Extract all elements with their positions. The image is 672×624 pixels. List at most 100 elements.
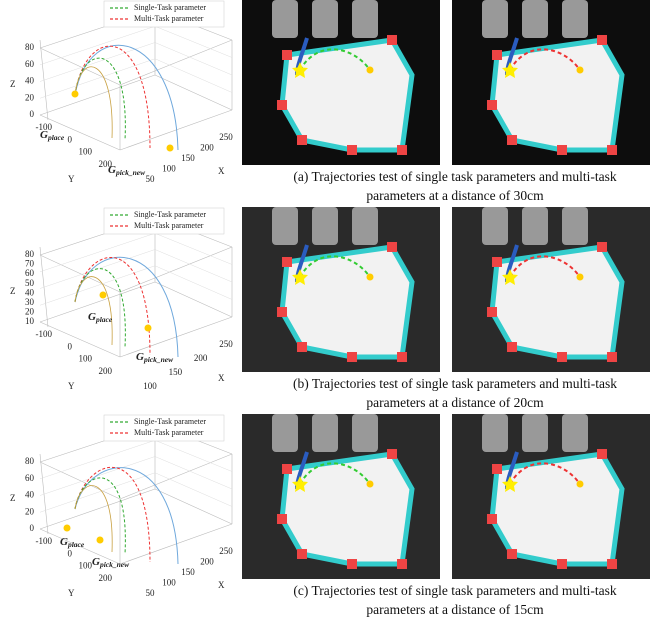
corner <box>607 559 617 569</box>
target <box>367 481 374 488</box>
corner <box>347 352 357 362</box>
corner <box>387 35 397 45</box>
box-edge <box>40 489 155 529</box>
figure: 020406080-100010020050100150200250ZYXSin… <box>0 0 672 624</box>
curve <box>75 269 125 347</box>
nozzle <box>272 414 298 452</box>
grid-line <box>40 440 155 479</box>
corner <box>487 100 497 110</box>
z-tick-label: 40 <box>25 76 35 86</box>
grid-line <box>40 43 155 82</box>
corner <box>507 549 517 559</box>
corner <box>387 449 397 459</box>
point <box>72 91 79 98</box>
z-tick-label: 20 <box>25 306 35 316</box>
x-tick-label: 200 <box>200 557 214 567</box>
corner <box>487 514 497 524</box>
grid-line <box>40 473 155 513</box>
box-edge <box>155 282 232 317</box>
target <box>577 274 584 281</box>
legend-label: Multi-Task parameter <box>134 221 204 230</box>
x-tick-label: 100 <box>162 578 176 588</box>
point-sub: pick_new <box>99 560 130 569</box>
corner <box>277 514 287 524</box>
point <box>145 325 152 332</box>
point-sub: pick_new <box>143 355 174 364</box>
nozzle <box>352 0 378 38</box>
caption: parameters at a distance of 30cm <box>366 188 544 203</box>
corner <box>297 135 307 145</box>
corner <box>507 342 517 352</box>
nozzle <box>312 0 338 38</box>
nozzle <box>312 414 338 452</box>
grid-line <box>155 457 232 490</box>
z-tick-label: 20 <box>25 92 35 102</box>
corner <box>597 35 607 45</box>
corner <box>492 50 502 60</box>
grid-line <box>155 233 232 264</box>
corner <box>597 449 607 459</box>
caption: parameters at a distance of 15cm <box>366 602 544 617</box>
legend-label: Single-Task parameter <box>134 417 206 426</box>
y-tick-label: 0 <box>68 134 73 144</box>
photo <box>452 414 650 579</box>
corner <box>297 342 307 352</box>
point-sub: place <box>67 540 85 549</box>
nozzle <box>312 207 338 245</box>
photo <box>242 0 440 165</box>
corner <box>557 559 567 569</box>
grid-line <box>40 26 155 65</box>
box-edge <box>120 110 232 150</box>
corner <box>487 307 497 317</box>
box-edge <box>40 322 120 357</box>
point <box>97 537 104 544</box>
corner <box>597 242 607 252</box>
point <box>167 145 174 152</box>
photo <box>242 414 440 579</box>
axis-label: X <box>218 166 225 176</box>
nozzle <box>352 414 378 452</box>
point-label: Gpick_new <box>108 164 146 177</box>
x-tick-label: 100 <box>143 381 157 391</box>
x-tick-label: 150 <box>169 367 183 377</box>
point-main: G <box>136 351 144 363</box>
grid-line <box>40 457 155 496</box>
x-tick-label: 150 <box>181 567 195 577</box>
photo <box>452 0 650 165</box>
caption: parameters at a distance of 20cm <box>366 395 544 410</box>
z-tick-label: 60 <box>25 268 35 278</box>
corner <box>347 559 357 569</box>
axis-label: Y <box>68 174 75 184</box>
legend-label: Single-Task parameter <box>134 3 206 12</box>
nozzle <box>522 0 548 38</box>
x-tick-label: 50 <box>146 174 156 184</box>
x-tick-label: 100 <box>162 164 176 174</box>
x-tick-label: 200 <box>194 353 208 363</box>
x-tick-label: 150 <box>181 153 195 163</box>
z-tick-label: 40 <box>25 287 35 297</box>
axis-label: X <box>218 580 225 590</box>
axis-label: Z <box>10 286 16 296</box>
z-tick-label: 0 <box>30 523 35 533</box>
corner <box>282 50 292 60</box>
box-edge <box>155 75 232 110</box>
grid-line <box>40 266 155 306</box>
y-tick-label: 200 <box>99 573 113 583</box>
point-main: G <box>60 536 68 548</box>
legend-label: Single-Task parameter <box>134 210 206 219</box>
point-label: Gplace <box>60 536 85 549</box>
nozzle <box>272 0 298 38</box>
z-tick-label: 80 <box>25 42 35 52</box>
corner <box>397 559 407 569</box>
corner <box>387 242 397 252</box>
corner <box>347 145 357 155</box>
grid-line <box>155 266 232 300</box>
box-edge <box>120 524 232 564</box>
z-tick-label: 50 <box>25 278 35 288</box>
x-tick-label: 200 <box>200 143 214 153</box>
curve <box>75 67 112 138</box>
corner <box>557 352 567 362</box>
point-main: G <box>40 129 48 141</box>
point <box>100 292 107 299</box>
axis-label: Z <box>10 493 16 503</box>
